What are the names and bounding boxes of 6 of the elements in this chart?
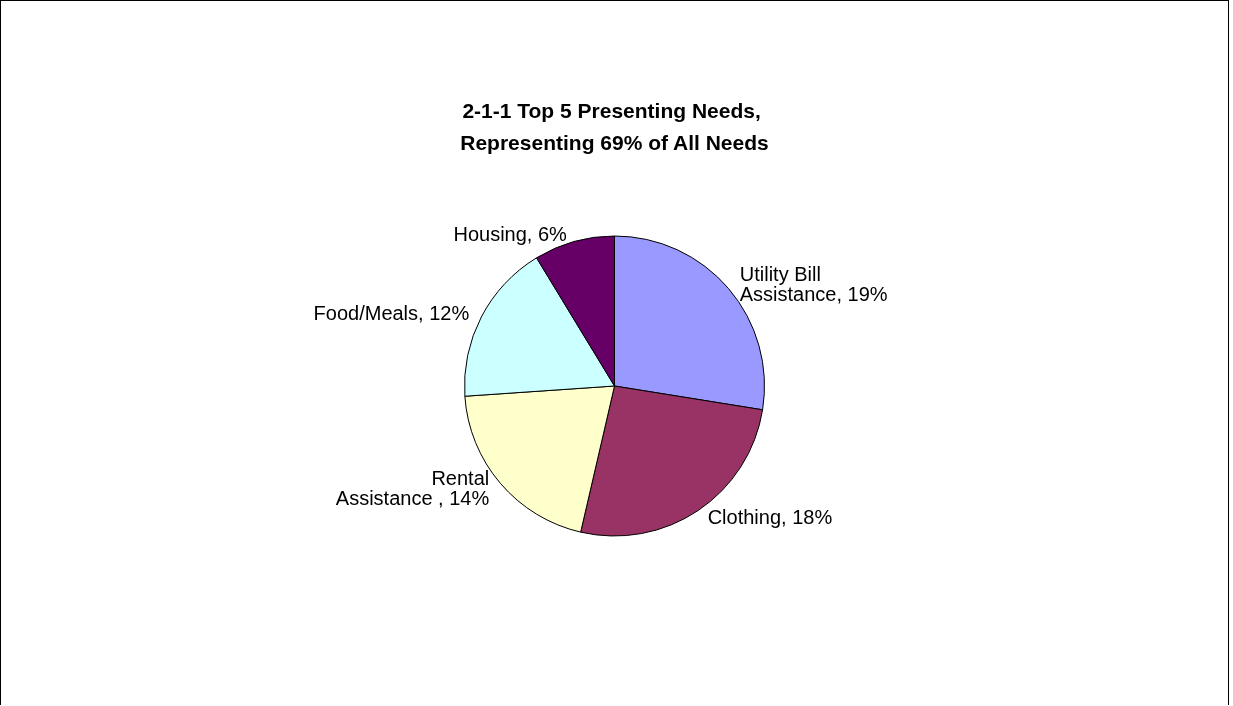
slice-label: Utility Bill Assistance, 19% (739, 262, 888, 305)
chart-title: 2-1-1 Top 5 Presenting Needs, Representing 69% of All Needs (460, 98, 769, 154)
slice-label: Rental Assistance , 14% (335, 467, 490, 510)
slice-label: Housing, 6% (453, 222, 568, 245)
slice-label: Clothing, 18% (707, 506, 833, 529)
slice-label: Food/Meals, 12% (313, 302, 470, 325)
